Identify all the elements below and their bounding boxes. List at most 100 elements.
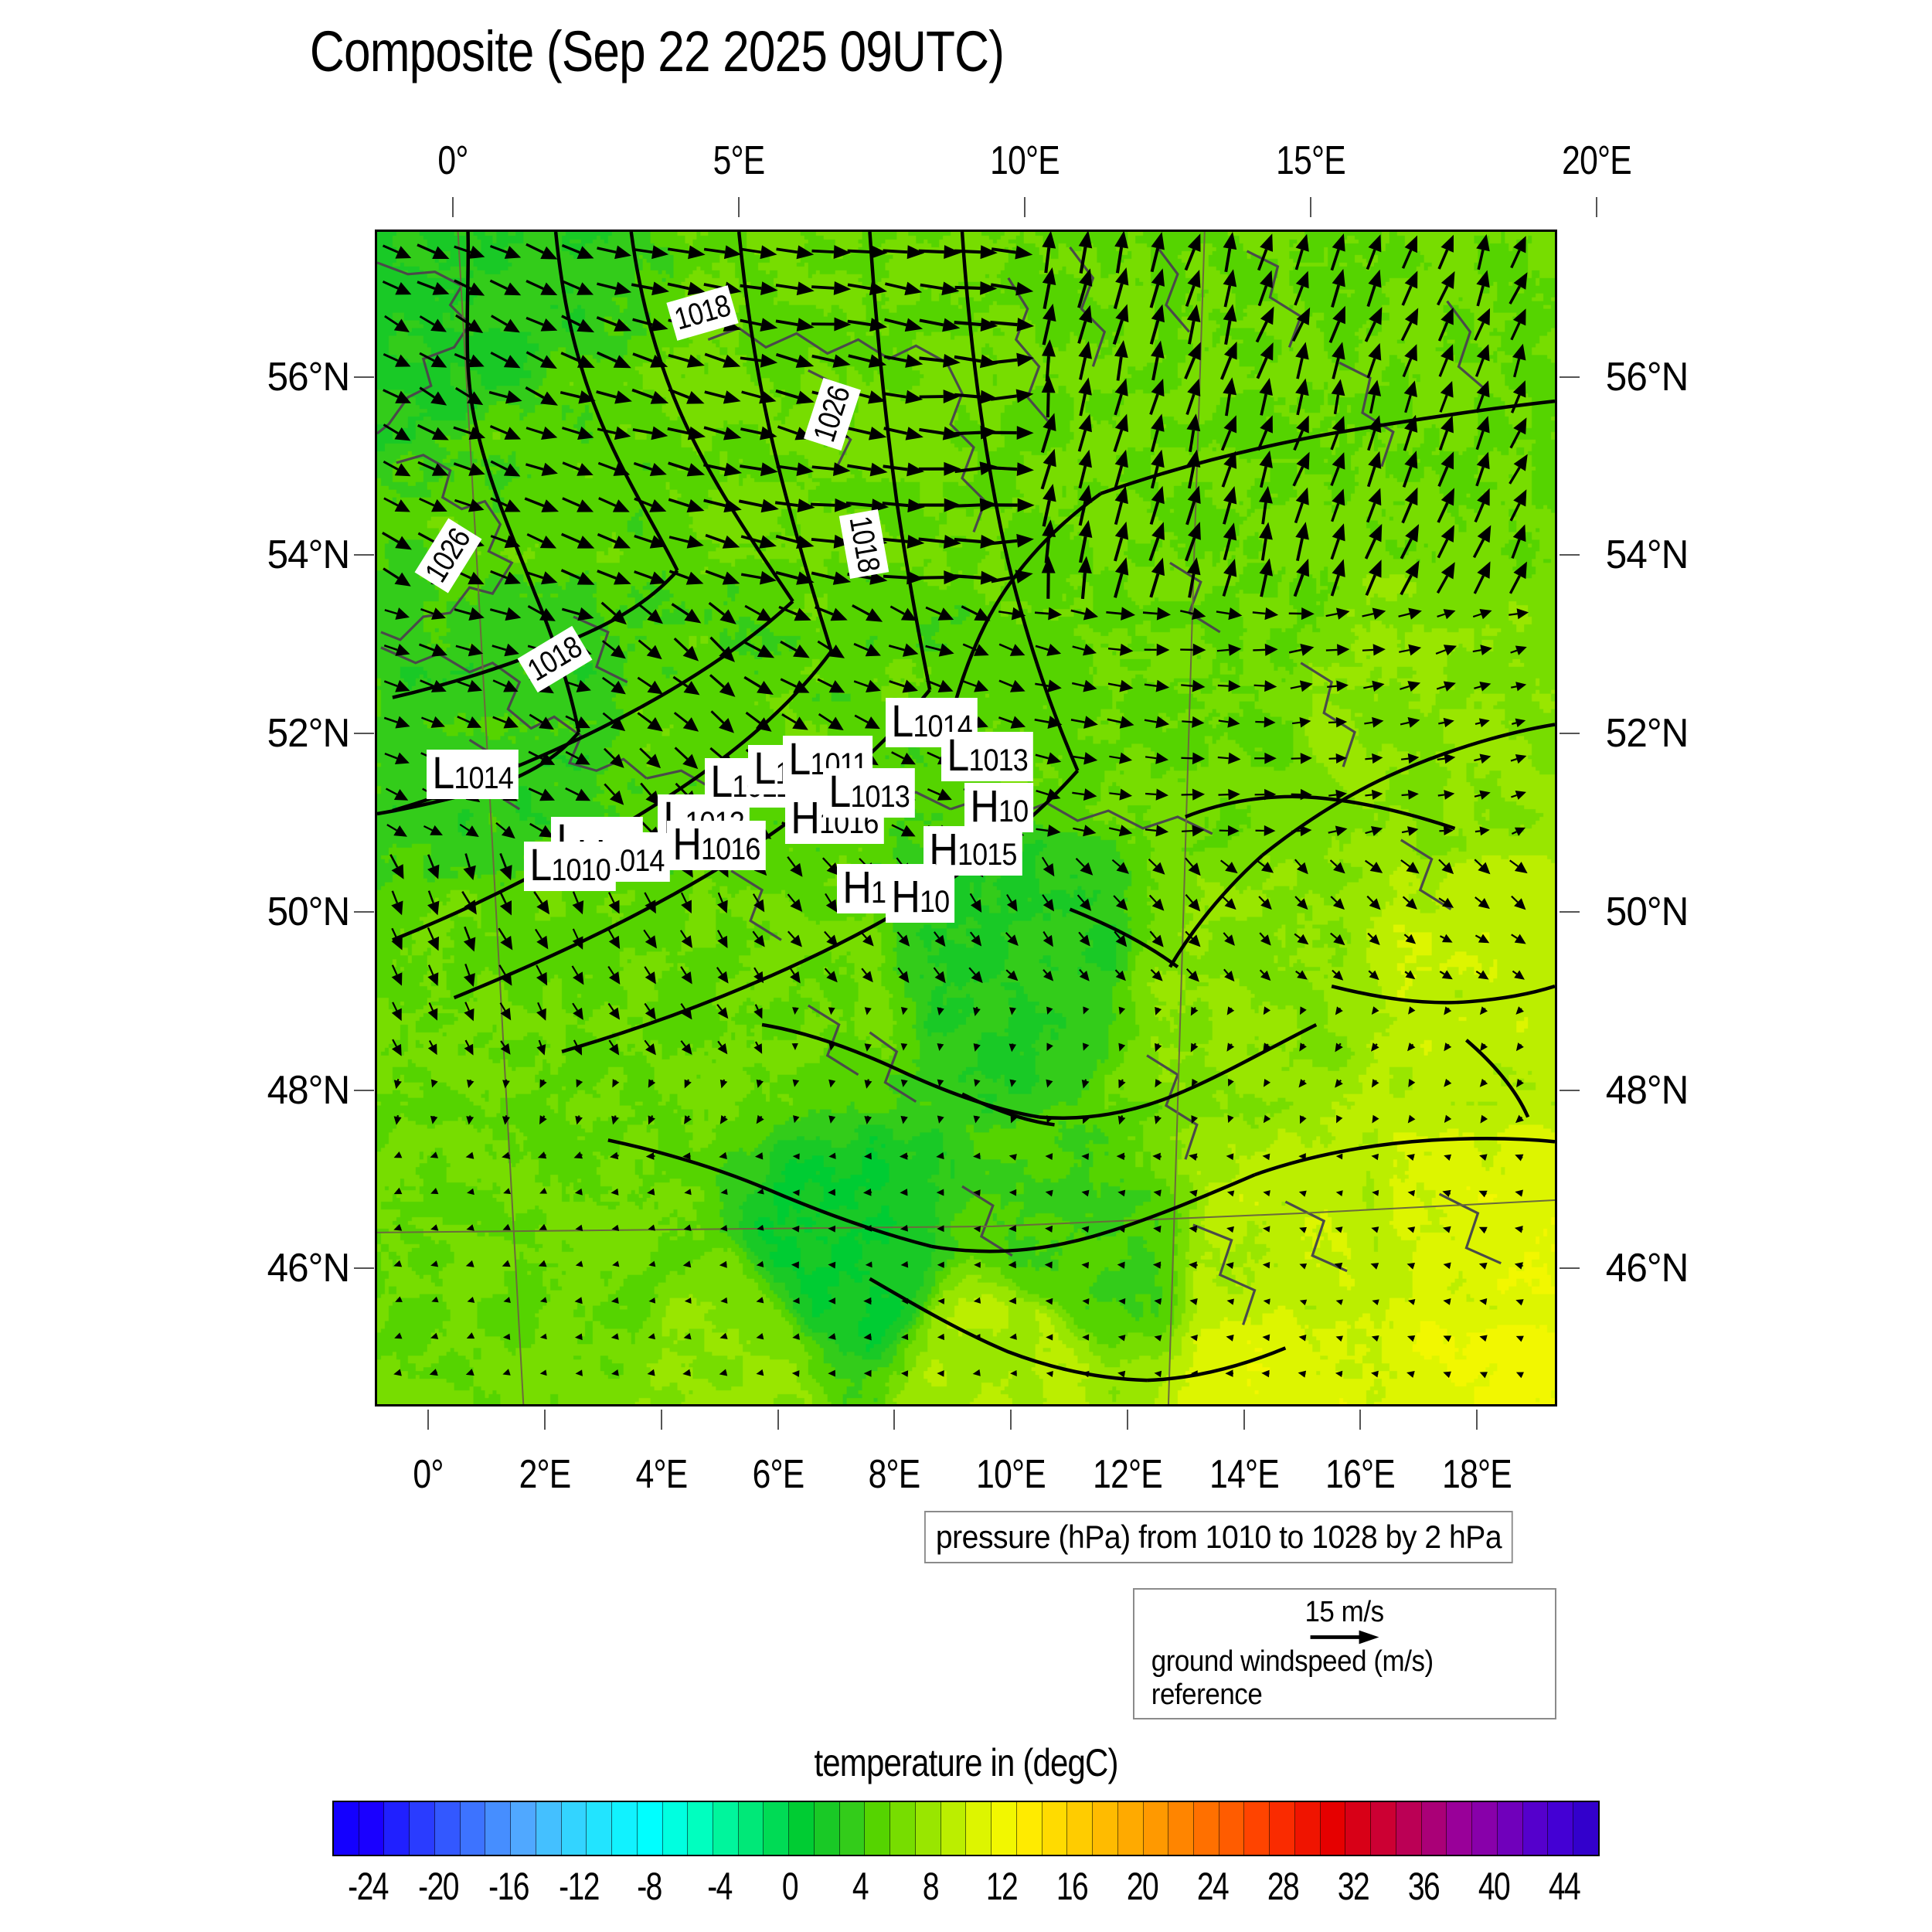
axis-tick-bottom xyxy=(893,1410,896,1430)
axis-tick-label-left: 48°N xyxy=(267,1067,351,1113)
wind-reference-caption: ground windspeed (m/s) reference xyxy=(1151,1645,1434,1711)
colorbar-swatch xyxy=(688,1802,714,1855)
axis-tick-top xyxy=(452,197,454,217)
weather-map[interactable]: 10261026101810181018L1014L1010H1014L1010… xyxy=(375,230,1557,1406)
colorbar-tick-label: -8 xyxy=(637,1865,662,1908)
pressure-marker-value: 1013 xyxy=(850,780,910,815)
colorbar-swatch xyxy=(536,1802,562,1855)
colorbar-swatch xyxy=(1320,1802,1346,1855)
colorbar-swatch xyxy=(1421,1802,1447,1855)
pressure-marker: L1014 xyxy=(885,698,978,748)
colorbar-swatch xyxy=(940,1802,967,1855)
axis-tick-left xyxy=(354,554,374,556)
colorbar-tick-label: 24 xyxy=(1196,1865,1230,1908)
colorbar-tick-label: 0 xyxy=(782,1865,799,1908)
axis-tick-bottom xyxy=(1359,1410,1362,1430)
colorbar-swatch xyxy=(1522,1802,1549,1855)
colorbar-tick-label: 20 xyxy=(1126,1865,1159,1908)
axis-tick-bottom xyxy=(1243,1410,1245,1430)
colorbar-tick-label: 40 xyxy=(1478,1865,1511,1908)
colorbar-swatch xyxy=(612,1802,638,1855)
pressure-marker-type: L xyxy=(828,767,851,818)
pressure-marker-type: L xyxy=(709,756,733,807)
axis-tick-bottom xyxy=(427,1410,430,1430)
colorbar-tick-label: -4 xyxy=(707,1865,733,1908)
colorbar-swatch xyxy=(359,1802,385,1855)
axis-tick-top xyxy=(1595,197,1597,217)
colorbar-swatch xyxy=(814,1802,840,1855)
axis-tick-label-bottom: 8°E xyxy=(868,1452,921,1497)
pressure-marker-value: 10 xyxy=(919,885,950,920)
colorbar-tick-label: -12 xyxy=(559,1865,600,1908)
colorbar-swatch xyxy=(511,1802,536,1855)
axis-tick-label-right: 50°N xyxy=(1605,889,1689,934)
axis-tick-right xyxy=(1560,910,1580,913)
colorbar-swatch xyxy=(1294,1802,1321,1855)
colorbar-swatch xyxy=(1548,1802,1573,1855)
pressure-marker-type: H xyxy=(891,872,920,923)
colorbar-swatch xyxy=(839,1802,866,1855)
colorbar-swatch xyxy=(1371,1802,1396,1855)
colorbar-swatch xyxy=(1219,1802,1245,1855)
axis-tick-label-top: 5°E xyxy=(713,138,766,183)
pressure-marker: L1013 xyxy=(940,732,1033,782)
axis-tick-label-right: 56°N xyxy=(1605,354,1689,400)
pressure-marker-value: 1016 xyxy=(700,832,760,866)
colorbar-swatch xyxy=(587,1802,613,1855)
axis-tick-label-top: 15°E xyxy=(1276,138,1345,183)
colorbar-swatch xyxy=(992,1802,1017,1855)
colorbar-swatch xyxy=(1042,1802,1068,1855)
colorbar-swatch xyxy=(460,1802,486,1855)
colorbar-tick-label: 44 xyxy=(1549,1865,1581,1908)
axis-tick-right xyxy=(1560,376,1580,378)
axis-tick-label-bottom: 12°E xyxy=(1092,1452,1162,1497)
pressure-marker-type: L xyxy=(787,733,811,784)
colorbar-swatch xyxy=(1270,1802,1295,1855)
pressure-legend-text: pressure (hPa) from 1010 to 1028 by 2 hP… xyxy=(935,1519,1502,1555)
axis-tick-label-bottom: 18°E xyxy=(1442,1452,1512,1497)
axis-tick-label-top: 10°E xyxy=(990,138,1060,183)
colorbar-swatch xyxy=(738,1802,764,1855)
wind-reference-value: 15 m/s xyxy=(1304,1596,1385,1628)
colorbar-swatch xyxy=(1497,1802,1523,1855)
colorbar-tick-label: 8 xyxy=(923,1865,940,1908)
colorbar-swatch xyxy=(334,1802,359,1855)
pressure-marker: H1016 xyxy=(666,818,766,870)
colorbar-swatch xyxy=(1067,1802,1094,1855)
pressure-marker: L1013 xyxy=(822,767,915,818)
axis-tick-left xyxy=(354,733,374,735)
colorbar-swatch xyxy=(662,1802,689,1855)
axis-tick-right xyxy=(1560,1267,1580,1270)
colorbar-swatch xyxy=(384,1802,410,1855)
colorbar-swatch xyxy=(789,1802,815,1855)
axis-tick-label-bottom: 0° xyxy=(413,1452,444,1497)
colorbar-swatch xyxy=(1093,1802,1118,1855)
axis-tick-bottom xyxy=(1476,1410,1478,1430)
colorbar-ticks: -24 -20 -16 -12 -8 -4 0 4 8 12 16 20 24 28 32 36 40 44 xyxy=(332,1864,1600,1918)
pressure-marker-type: H xyxy=(672,818,702,869)
colorbar-swatch xyxy=(713,1802,739,1855)
colorbar-swatch xyxy=(1193,1802,1219,1855)
colorbar-tick-label: 12 xyxy=(985,1865,1018,1908)
colorbar-swatch xyxy=(561,1802,587,1855)
axis-tick-left xyxy=(354,1089,374,1091)
colorbar-title-text: temperature in (degC) xyxy=(814,1741,1118,1784)
colorbar-swatch xyxy=(637,1802,663,1855)
colorbar-swatch xyxy=(1143,1802,1169,1855)
colorbar-swatch xyxy=(966,1802,992,1855)
colorbar-tick-label: 28 xyxy=(1267,1865,1300,1908)
axis-tick-label-right: 48°N xyxy=(1605,1067,1689,1113)
colorbar-swatch xyxy=(1016,1802,1043,1855)
colorbar-swatch xyxy=(890,1802,916,1855)
colorbar-swatch xyxy=(1244,1802,1270,1855)
pressure-marker: L1010 xyxy=(523,841,616,891)
pressure-marker-type: H xyxy=(842,862,872,913)
pressure-marker-type: H xyxy=(970,781,1000,832)
axis-tick-label-top: 0° xyxy=(437,138,469,183)
colorbar-swatch xyxy=(485,1802,512,1855)
colorbar-tick-label: 36 xyxy=(1408,1865,1440,1908)
pressure-marker-value: 10 xyxy=(998,794,1029,828)
axis-tick-bottom xyxy=(1010,1410,1012,1430)
colorbar-swatch xyxy=(1168,1802,1194,1855)
colorbar[interactable] xyxy=(332,1801,1600,1856)
